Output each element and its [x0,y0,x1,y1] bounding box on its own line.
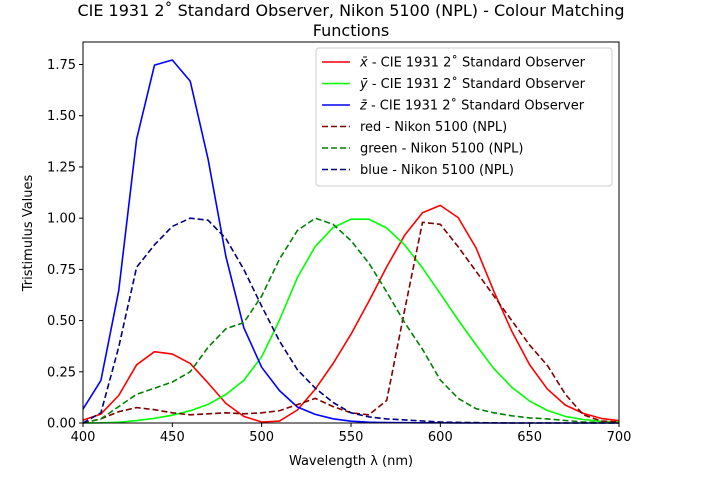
series-line-1 [82,218,620,424]
legend-label-4: green - Nikon 5100 (NPL) [360,142,523,157]
legend-label-1: ȳ - CIE 1931 2˚ Standard Observer [359,76,586,92]
series-line-5 [82,217,619,424]
y-tick-label: 0.25 [47,365,76,380]
y-axis: 0.00 0.25 0.50 0.75 1.00 1.25 1.50 1.75 [47,58,83,432]
legend-label-5: blue - Nikon 5100 (NPL) [360,163,514,178]
x-tick-label: 650 [517,430,542,445]
y-tick-label: 1.25 [47,160,76,175]
x-tick-label: 600 [428,430,453,445]
x-tick-label: 550 [339,430,364,445]
y-tick-label: 1.75 [47,58,76,73]
chart-title-line-1: CIE 1931 2˚ Standard Observer, Nikon 510… [77,1,624,20]
series-line-3 [82,221,620,424]
y-axis-label: Tristimulus Values [21,174,36,292]
x-tick-label: 400 [71,430,96,445]
x-tick-label: 700 [607,430,632,445]
y-tick-label: 0.50 [47,314,76,329]
series-line-4 [82,217,620,424]
x-axis-label: Wavelength λ (nm) [289,454,413,469]
legend-label-0: x̄ - CIE 1931 2˚ Standard Observer [359,55,586,71]
legend-label-3: red - Nikon 5100 (NPL) [360,120,507,135]
chart-title: CIE 1931 2˚ Standard Observer, Nikon 510… [77,1,624,40]
y-tick-label: 0.00 [47,417,76,432]
x-axis: 400 450 500 550 600 650 700 [71,423,632,445]
x-tick-label: 450 [160,430,185,445]
chart-title-line-2: Functions [313,21,389,40]
y-tick-label: 1.00 [47,212,76,227]
series-line-0 [82,204,620,423]
y-tick-label: 1.50 [47,109,76,124]
y-tick-label: 0.75 [47,263,76,278]
x-tick-label: 500 [249,430,274,445]
legend: x̄ - CIE 1931 2˚ Standard Observer ȳ - CI… [315,47,613,187]
legend-frame [315,47,613,187]
legend-label-2: z̄ - CIE 1931 2˚ Standard Observer [359,98,585,114]
